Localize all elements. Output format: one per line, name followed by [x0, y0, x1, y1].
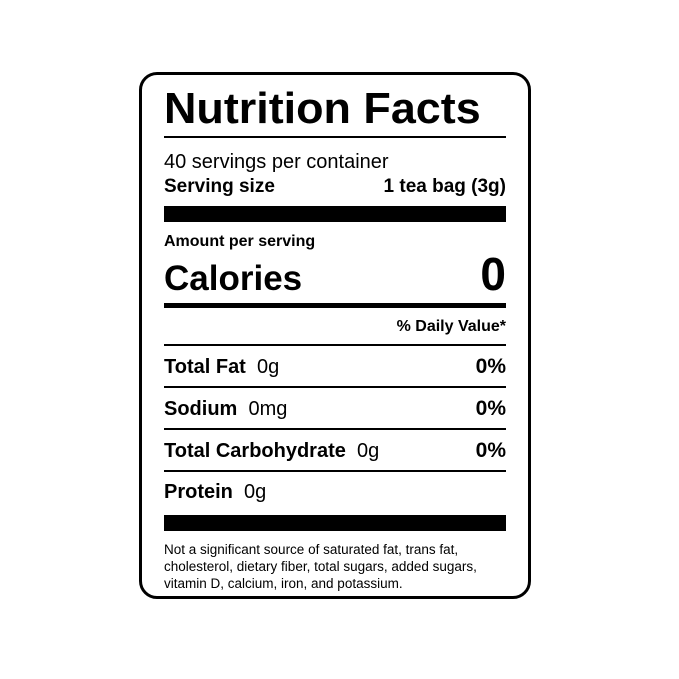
serving-size-value: 1 tea bag (3g): [383, 176, 506, 197]
nutrient-name: Protein: [164, 481, 233, 503]
footnote: Not a significant source of saturated fa…: [164, 542, 477, 591]
nutrient-dv: 0%: [475, 355, 506, 378]
nutrient-dv: 0%: [475, 397, 506, 420]
nutrient-amount: 0g: [357, 440, 380, 462]
nutrient-row: Protein 0g: [164, 472, 506, 511]
nutrient-row: Total Carbohydrate 0g 0%: [164, 430, 506, 472]
serving-size-row: Serving size 1 tea bag (3g): [164, 176, 506, 198]
label-title: Nutrition Facts: [164, 84, 481, 133]
servings-per-container: 40 servings per container: [164, 151, 389, 173]
nutrient-amount: 0g: [244, 481, 267, 503]
nutrient-amount: 0g: [256, 356, 280, 378]
serving-size-label: Serving size: [164, 176, 275, 197]
calories-value: 0: [480, 248, 506, 300]
calories-row: Calories 0: [164, 251, 506, 297]
calories-label: Calories: [164, 259, 303, 298]
nutrient-name: Total Fat: [164, 356, 246, 378]
thick-divider: [164, 515, 506, 531]
nutrient-row: Total Fat 0g 0%: [164, 346, 506, 388]
nutrient-name: Total Carbohydrate: [164, 440, 346, 462]
nutrient-row: Sodium 0mg 0%: [164, 388, 506, 430]
daily-value-header: % Daily Value*: [164, 308, 506, 346]
amount-per-serving: Amount per serving: [164, 233, 316, 250]
divider: [164, 136, 506, 138]
nutrient-amount: 0mg: [248, 398, 288, 420]
nutrition-label: Nutrition Facts 40 servings per containe…: [139, 72, 531, 599]
nutrient-dv: 0%: [475, 439, 506, 462]
nutrient-name: Sodium: [164, 398, 238, 420]
medium-divider: [164, 303, 506, 308]
thick-divider: [164, 206, 506, 222]
